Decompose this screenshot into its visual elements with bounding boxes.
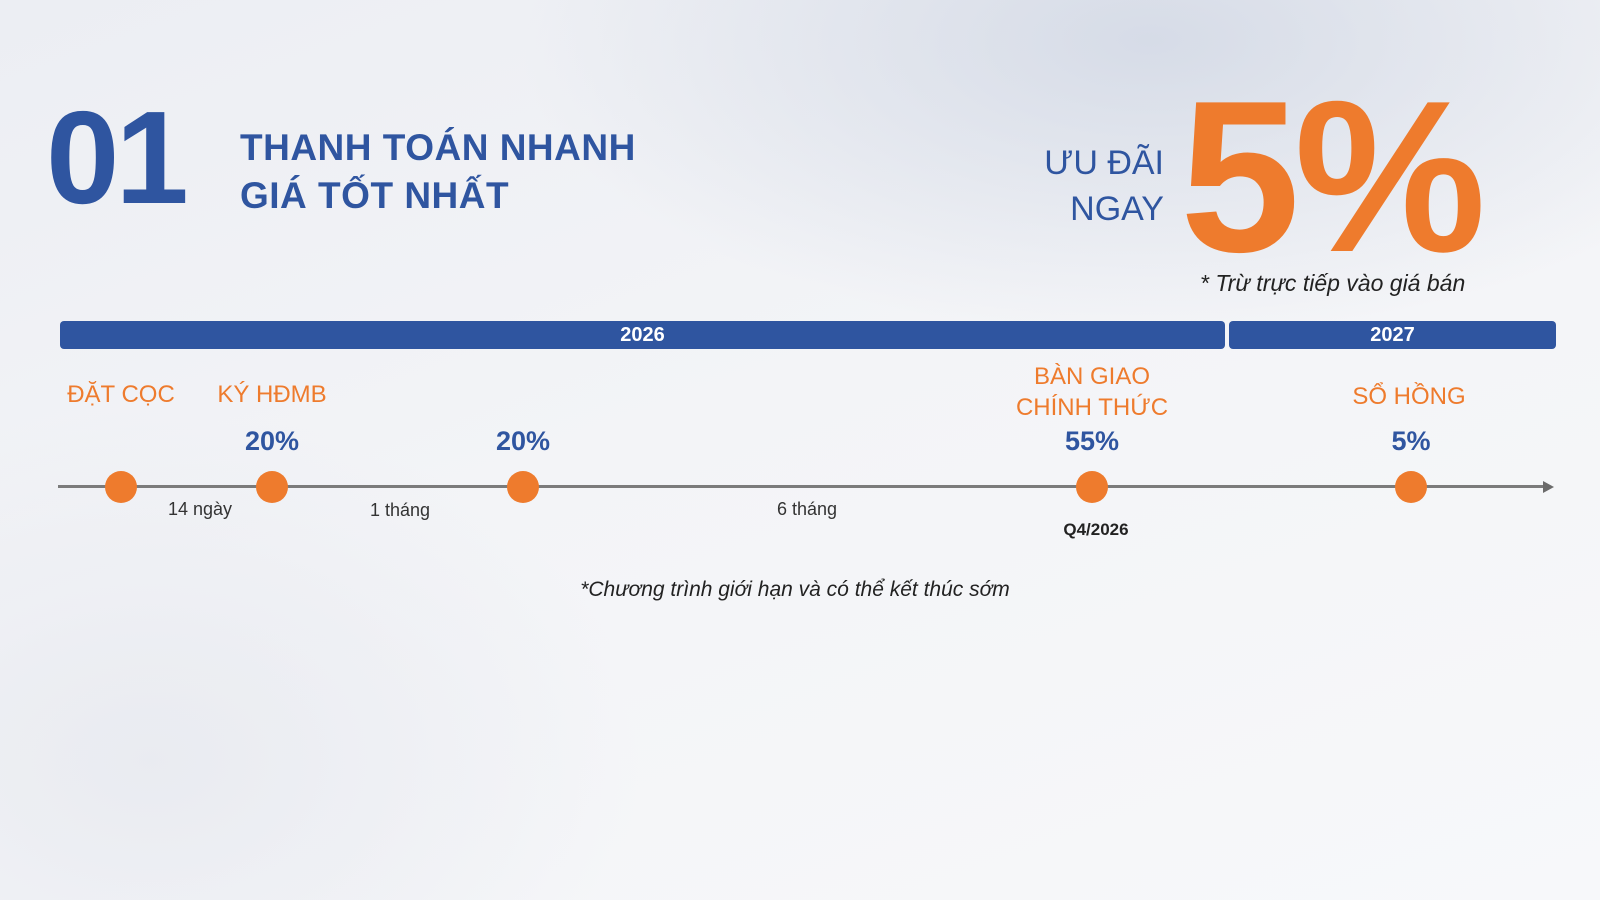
milestone-dot-so-hong [1395,471,1427,503]
timeline-axis [58,485,1545,488]
milestone-label-dat-coc: ĐẶT CỌC [67,381,175,408]
milestone-dot-dat-coc [105,471,137,503]
milestone-dot-ban-giao [1076,471,1108,503]
milestone-label-so-hong: SỔ HỒNG [1352,383,1466,410]
milestone-label-ban-giao-line2: CHÍNH THỨC [1015,394,1169,421]
milestone-percent-installment: 20% [495,426,551,456]
interval-label-3: 6 tháng [776,499,838,519]
promo-label-line2: NGAY [1070,190,1164,228]
interval-label-2: 1 tháng [369,500,431,520]
section-title: THANH TOÁN NHANH GIÁ TỐT NHẤT [240,124,636,220]
promo-value: 5% [1180,55,1486,297]
promo-label: ƯU ĐÃI NGAY [904,140,1164,232]
promo-label-line1: ƯU ĐÃI [1044,144,1164,182]
promo-note: * Trừ trực tiếp vào giá bán [1200,270,1466,296]
milestone-percent-ky-hdmb: 20% [244,426,300,456]
section-title-line1: THANH TOÁN NHANH [240,127,636,168]
section-title-line2: GIÁ TỐT NHẤT [240,175,510,216]
milestone-dot-ky-hdmb [256,471,288,503]
milestone-date-ban-giao: Q4/2026 [1063,520,1129,539]
timeline-arrow-icon [1543,481,1554,493]
milestone-label-ban-giao-line1: BÀN GIAO [1033,363,1151,390]
milestone-label-ban-giao: BÀN GIAO CHÍNH THỨC [982,361,1202,423]
section-number: 01 [46,84,189,231]
disclaimer-text: *Chương trình giới hạn và có thể kết thú… [580,578,1010,601]
year-bar-2026: 2026 [60,321,1225,349]
year-bar-2027: 2027 [1229,321,1556,349]
milestone-label-ky-hdmb: KÝ HĐMB [217,381,327,408]
milestone-percent-so-hong: 5% [1391,426,1431,456]
interval-label-1: 14 ngày [167,499,233,519]
milestone-dot-installment [507,471,539,503]
milestone-percent-ban-giao: 55% [1064,426,1120,456]
